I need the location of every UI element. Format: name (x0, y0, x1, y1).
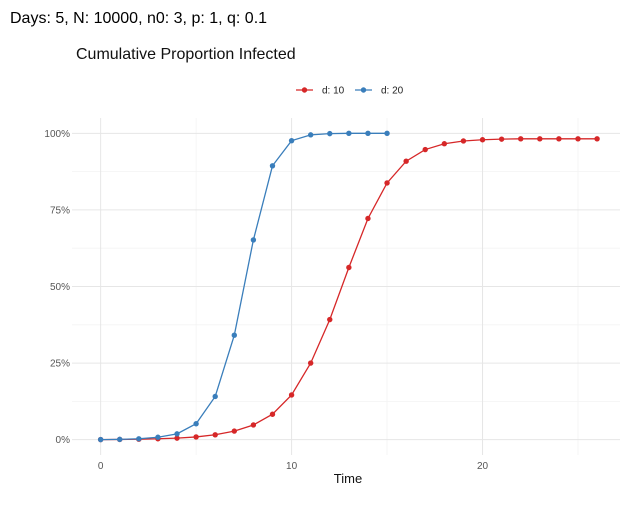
data-point (460, 138, 467, 144)
data-point (117, 436, 123, 443)
series-1 (97, 130, 390, 443)
y-tick-label: 25% (50, 359, 70, 370)
data-point (307, 132, 314, 138)
series-line (100, 132, 388, 441)
data-point (384, 180, 390, 186)
data-point (136, 436, 142, 442)
x-tick-label: 20 (477, 461, 489, 472)
data-point (518, 136, 524, 142)
legend-label: d: 10 (322, 86, 345, 97)
data-point (193, 421, 199, 427)
y-tick-label: 50% (50, 282, 70, 293)
data-point (365, 215, 371, 222)
data-point (327, 130, 333, 137)
data-point (441, 141, 448, 147)
data-point (537, 136, 543, 142)
data-point (212, 393, 218, 400)
data-point (212, 432, 218, 438)
y-tick-label: 0% (56, 435, 71, 446)
data-point (269, 411, 276, 417)
series-0 (97, 136, 600, 443)
legend-item: d: 20 (355, 86, 404, 97)
x-tick-label: 0 (98, 461, 104, 472)
data-point (193, 434, 199, 440)
data-point (403, 158, 409, 164)
data-point (174, 431, 180, 437)
data-point (346, 130, 352, 137)
data-point (307, 360, 314, 366)
data-point (556, 136, 562, 142)
data-point (250, 237, 257, 243)
page-title: Days: 5, N: 10000, n0: 3, p: 1, q: 0.1 (10, 10, 268, 27)
data-point (155, 434, 161, 440)
data-point (231, 332, 237, 338)
data-point (422, 146, 428, 153)
legend-swatch-point (360, 87, 367, 93)
data-point (269, 163, 276, 169)
data-point (498, 136, 505, 142)
data-point (384, 130, 390, 137)
legend-item: d: 10 (296, 86, 345, 97)
legend-label: d: 20 (381, 86, 404, 97)
chart-title: Cumulative Proportion Infected (76, 46, 296, 63)
data-point (327, 316, 333, 323)
data-point (346, 264, 352, 271)
x-tick-label: 10 (286, 461, 298, 472)
x-axis-ticks: 0 10 20 (98, 461, 489, 472)
y-axis-ticks: 0% 25% 50% 75% 100% (44, 129, 70, 446)
data-point (365, 130, 371, 137)
data-point (575, 136, 581, 142)
series-layer (97, 130, 600, 443)
data-point (288, 137, 295, 144)
data-point (97, 436, 104, 443)
series-line (100, 138, 598, 441)
legend-swatch-point (301, 87, 308, 93)
data-point (250, 422, 257, 428)
data-point (288, 392, 295, 398)
data-point (231, 428, 237, 434)
x-axis-label: Time (334, 471, 362, 486)
grid-lines (72, 118, 620, 455)
legend: d: 10 d: 20 (296, 86, 404, 97)
y-tick-label: 100% (44, 129, 70, 140)
data-point (479, 137, 486, 143)
data-point (594, 136, 600, 142)
y-tick-label: 75% (50, 205, 70, 216)
data-point (174, 435, 180, 441)
